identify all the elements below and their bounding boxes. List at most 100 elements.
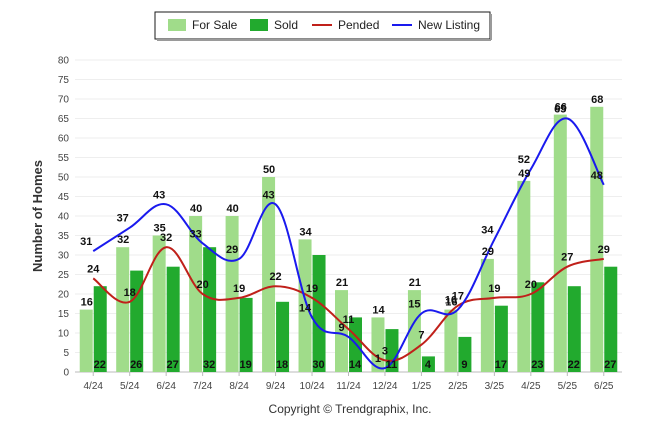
x-tick-label: 2/25 bbox=[448, 381, 468, 392]
y-axis-label: Number of Homes bbox=[30, 160, 45, 272]
label-new-listing: 29 bbox=[226, 244, 238, 256]
label-sold: 26 bbox=[130, 359, 142, 371]
label-pended: 3 bbox=[382, 345, 388, 357]
x-axis-ticks: 4/24 5/24 6/24 7/24 8/24 9/24 10/24 11/24 12/24 1… bbox=[83, 372, 614, 392]
label-for-sale: 66 bbox=[555, 102, 567, 114]
bar-for-sale bbox=[79, 309, 93, 372]
bar-sold bbox=[166, 266, 180, 372]
label-sold: 4 bbox=[425, 359, 432, 371]
y-tick-label: 35 bbox=[58, 231, 70, 242]
lines bbox=[92, 117, 605, 370]
bar-for-sale bbox=[517, 180, 531, 372]
copyright-text: Copyright © Trendgraphix, Inc. bbox=[269, 402, 432, 416]
y-tick-label: 20 bbox=[58, 290, 70, 301]
legend: For Sale Sold Pended New Listing bbox=[154, 11, 492, 41]
label-pended: 17 bbox=[452, 291, 464, 303]
label-for-sale: 32 bbox=[117, 234, 129, 246]
y-tick-label: 10 bbox=[58, 329, 70, 340]
bar-for-sale bbox=[262, 177, 276, 372]
label-pended: 19 bbox=[306, 283, 318, 295]
label-new-listing: 34 bbox=[481, 224, 494, 236]
label-for-sale: 34 bbox=[299, 226, 312, 238]
label-for-sale: 16 bbox=[81, 297, 93, 309]
label-new-listing: 43 bbox=[153, 189, 165, 201]
x-tick-label: 12/24 bbox=[372, 381, 397, 392]
label-sold: 17 bbox=[495, 359, 507, 371]
label-pended: 20 bbox=[525, 279, 537, 291]
bar-sold bbox=[312, 255, 326, 372]
label-new-listing: 48 bbox=[591, 170, 603, 182]
grid bbox=[75, 59, 622, 373]
x-tick-label: 6/24 bbox=[156, 381, 176, 392]
line-new-listing bbox=[92, 117, 605, 370]
label-for-sale: 68 bbox=[591, 94, 603, 106]
bar-sold bbox=[239, 297, 253, 372]
bar-sold bbox=[93, 286, 107, 372]
label-new-listing: 31 bbox=[80, 236, 92, 248]
label-sold: 22 bbox=[94, 359, 106, 371]
line-pended bbox=[92, 246, 604, 362]
label-pended: 19 bbox=[233, 283, 245, 295]
label-pended: 24 bbox=[87, 263, 100, 275]
label-pended: 7 bbox=[418, 330, 424, 342]
bar-for-sale bbox=[590, 106, 604, 373]
label-sold: 23 bbox=[531, 359, 543, 371]
y-tick-label: 60 bbox=[58, 134, 70, 145]
label-new-listing: 43 bbox=[262, 189, 274, 201]
label-for-sale: 29 bbox=[482, 246, 494, 258]
x-tick-label: 4/24 bbox=[83, 381, 103, 392]
y-tick-label: 0 bbox=[63, 368, 69, 379]
bar-for-sale bbox=[116, 247, 130, 372]
y-tick-label: 15 bbox=[58, 309, 70, 320]
legend-label-sold: Sold bbox=[274, 18, 298, 32]
bars bbox=[79, 106, 618, 373]
bar-for-sale bbox=[189, 216, 203, 372]
label-for-sale: 35 bbox=[154, 223, 166, 235]
label-for-sale: 16 bbox=[445, 297, 457, 309]
x-tick-label: 3/25 bbox=[485, 381, 505, 392]
y-tick-label: 80 bbox=[58, 56, 70, 67]
label-for-sale: 14 bbox=[372, 304, 385, 316]
y-axis-ticks: 0 5 10 15 20 25 30 35 40 45 50 55 60 65 70 75 80 bbox=[58, 56, 70, 379]
y-tick-label: 5 bbox=[63, 348, 69, 359]
y-tick-label: 45 bbox=[58, 192, 70, 203]
label-pended: 22 bbox=[269, 271, 281, 283]
label-sold: 9 bbox=[461, 359, 467, 371]
label-for-sale: 21 bbox=[336, 277, 348, 289]
label-pended: 29 bbox=[598, 244, 610, 256]
label-for-sale: 21 bbox=[409, 277, 421, 289]
bar-sold bbox=[604, 266, 618, 372]
y-tick-label: 75 bbox=[58, 75, 70, 86]
label-for-sale: 50 bbox=[263, 164, 275, 176]
bar-sold bbox=[567, 286, 581, 372]
label-pended: 19 bbox=[488, 283, 500, 295]
label-new-listing: 52 bbox=[518, 154, 530, 166]
label-sold: 27 bbox=[167, 359, 179, 371]
bar-sold bbox=[276, 301, 290, 372]
y-tick-label: 55 bbox=[58, 153, 70, 164]
y-tick-label: 25 bbox=[58, 270, 70, 281]
bar-sold bbox=[203, 247, 217, 372]
bar-sold bbox=[130, 270, 144, 372]
y-tick-label: 50 bbox=[58, 173, 70, 184]
x-tick-label: 7/24 bbox=[193, 381, 213, 392]
bar-for-sale bbox=[152, 235, 166, 372]
bar-for-sale bbox=[444, 309, 458, 372]
bar-sold bbox=[494, 305, 508, 372]
label-for-sale: 40 bbox=[226, 203, 238, 215]
label-for-sale: 49 bbox=[518, 168, 530, 180]
y-tick-label: 30 bbox=[58, 251, 70, 262]
label-sold: 32 bbox=[203, 359, 215, 371]
label-new-listing: 65 bbox=[554, 104, 566, 116]
legend-label-pended: Pended bbox=[338, 18, 379, 32]
bar-sold bbox=[458, 336, 472, 372]
label-sold: 14 bbox=[349, 359, 362, 371]
label-pended: 32 bbox=[160, 232, 172, 244]
x-tick-label: 9/24 bbox=[266, 381, 286, 392]
label-new-listing: 37 bbox=[117, 213, 129, 225]
bar-for-sale bbox=[553, 114, 567, 372]
label-sold: 30 bbox=[312, 359, 324, 371]
y-tick-label: 65 bbox=[58, 114, 70, 125]
